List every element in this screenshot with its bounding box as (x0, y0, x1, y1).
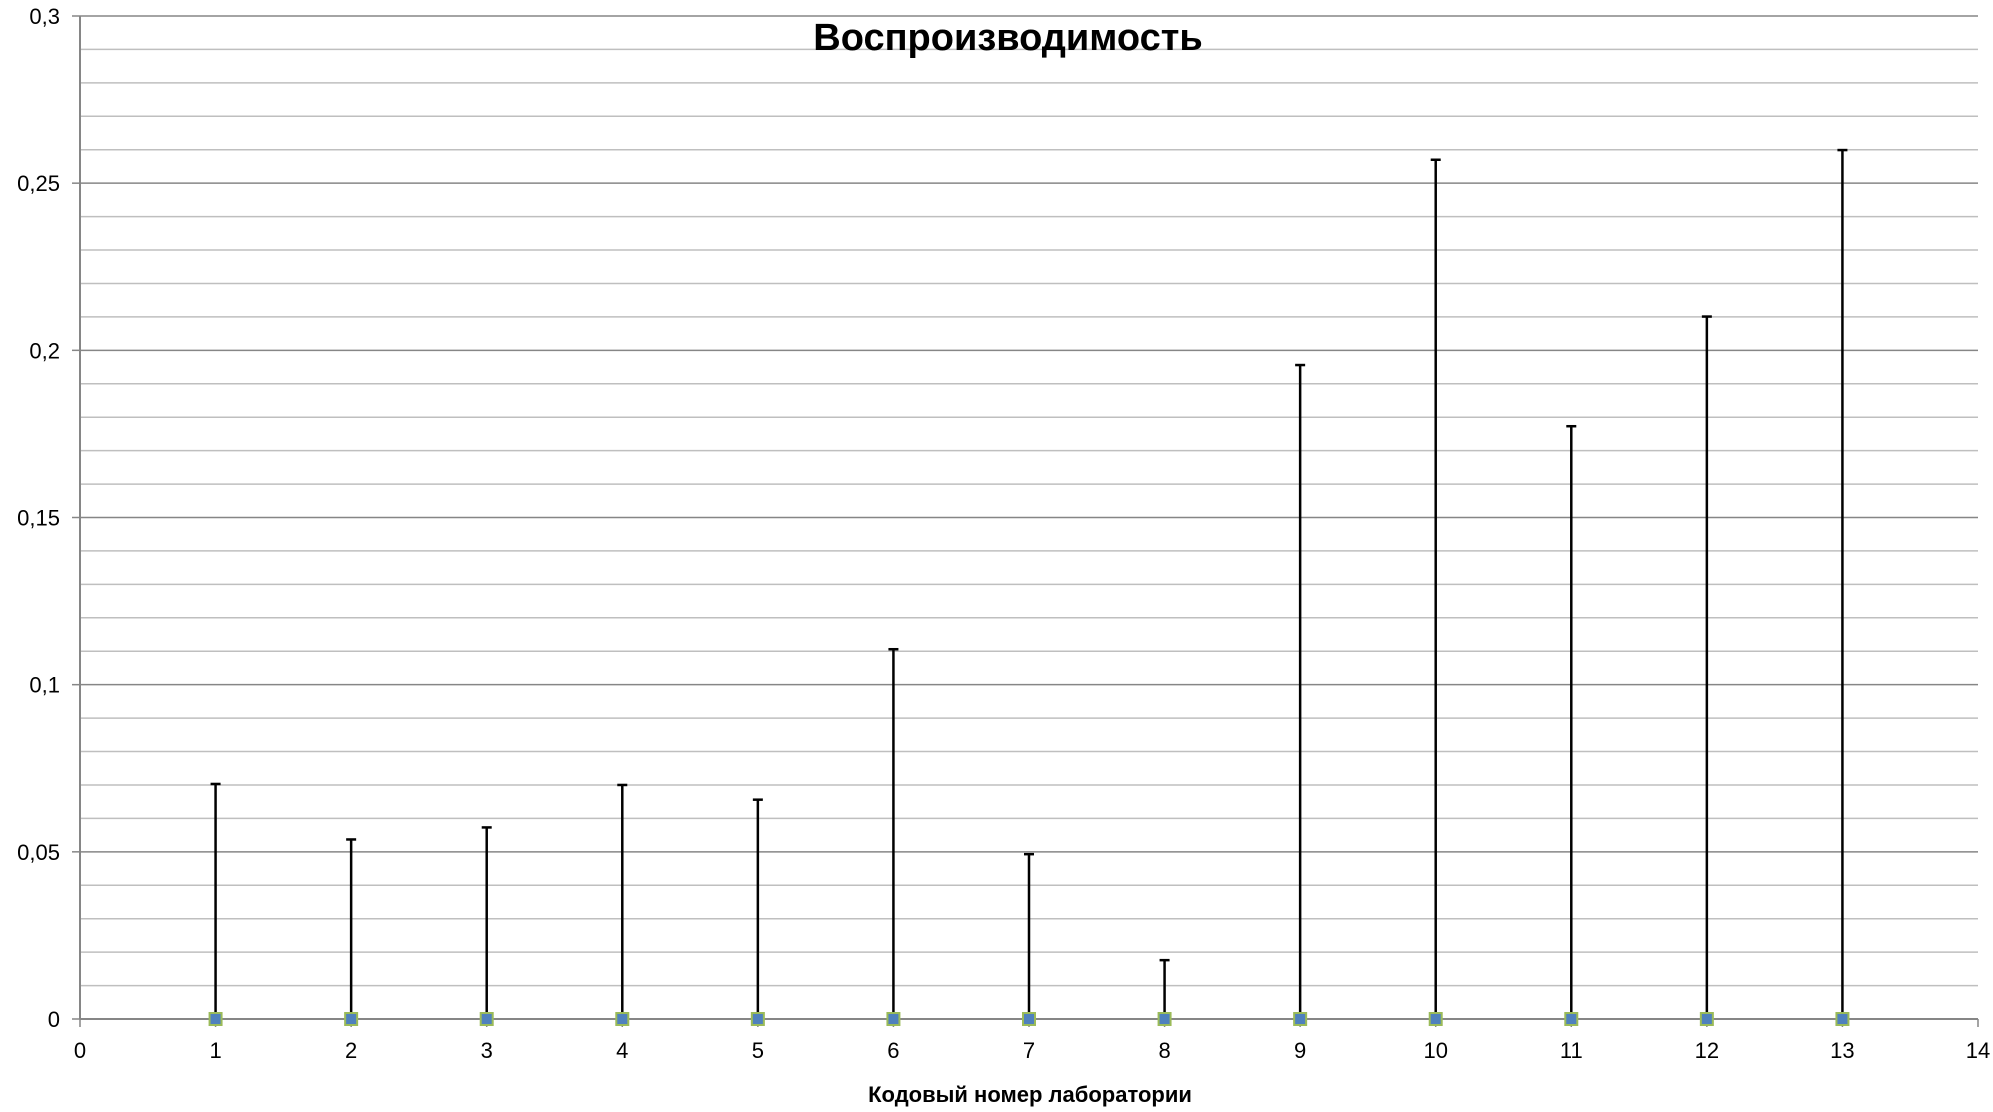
x-tick-label: 11 (1560, 1038, 1583, 1063)
y-tick-label: 0,15 (17, 506, 60, 531)
data-point (1428, 1012, 1443, 1026)
y-tick-label: 0 (48, 1007, 60, 1032)
x-tick-label: 14 (1966, 1038, 1990, 1063)
major-gridlines (80, 15, 1978, 853)
x-tick-label: 5 (752, 1038, 764, 1063)
y-tick-label: 0,1 (29, 673, 60, 698)
data-point (344, 1012, 359, 1026)
error-bars (210, 148, 1848, 1019)
data-point (1835, 1012, 1850, 1026)
x-tick-label: 13 (1830, 1038, 1854, 1063)
y-tick-label: 0,05 (17, 840, 60, 865)
y-tick-labels: 0 0,05 0,1 0,15 0,2 0,25 0,3 (17, 4, 80, 1032)
data-point (750, 1012, 765, 1026)
y-tick-label: 0,25 (17, 171, 60, 196)
x-tick-labels: 0 1 2 3 4 5 6 7 8 9 10 11 12 13 14 (74, 1019, 1990, 1063)
x-tick-label: 2 (345, 1038, 357, 1063)
data-point (1699, 1012, 1714, 1026)
y-tick-label: 0,2 (29, 338, 60, 363)
data-point (1564, 1012, 1579, 1026)
x-tick-label: 0 (74, 1038, 86, 1063)
data-point (1022, 1012, 1036, 1026)
chart-title: Воспроизводимость (813, 17, 1202, 59)
data-point (1157, 1012, 1172, 1026)
x-tick-label: 1 (209, 1038, 221, 1063)
x-tick-label: 4 (616, 1038, 628, 1063)
x-tick-label: 3 (481, 1038, 493, 1063)
y-tick-label: 0,3 (29, 4, 60, 29)
data-point (886, 1012, 901, 1026)
minor-gridlines (80, 48, 1978, 987)
data-point (1293, 1012, 1308, 1026)
x-tick-label: 12 (1695, 1038, 1719, 1063)
data-point (479, 1012, 494, 1026)
data-point (615, 1012, 630, 1026)
data-markers (208, 1012, 1850, 1026)
x-tick-label: 10 (1423, 1038, 1447, 1063)
x-tick-label: 8 (1158, 1038, 1170, 1063)
x-tick-label: 6 (887, 1038, 899, 1063)
x-tick-label: 7 (1023, 1038, 1035, 1063)
x-axis-title: Кодовый номер лаборатории (868, 1082, 1192, 1107)
data-point (208, 1012, 223, 1026)
x-tick-label: 9 (1294, 1038, 1306, 1063)
